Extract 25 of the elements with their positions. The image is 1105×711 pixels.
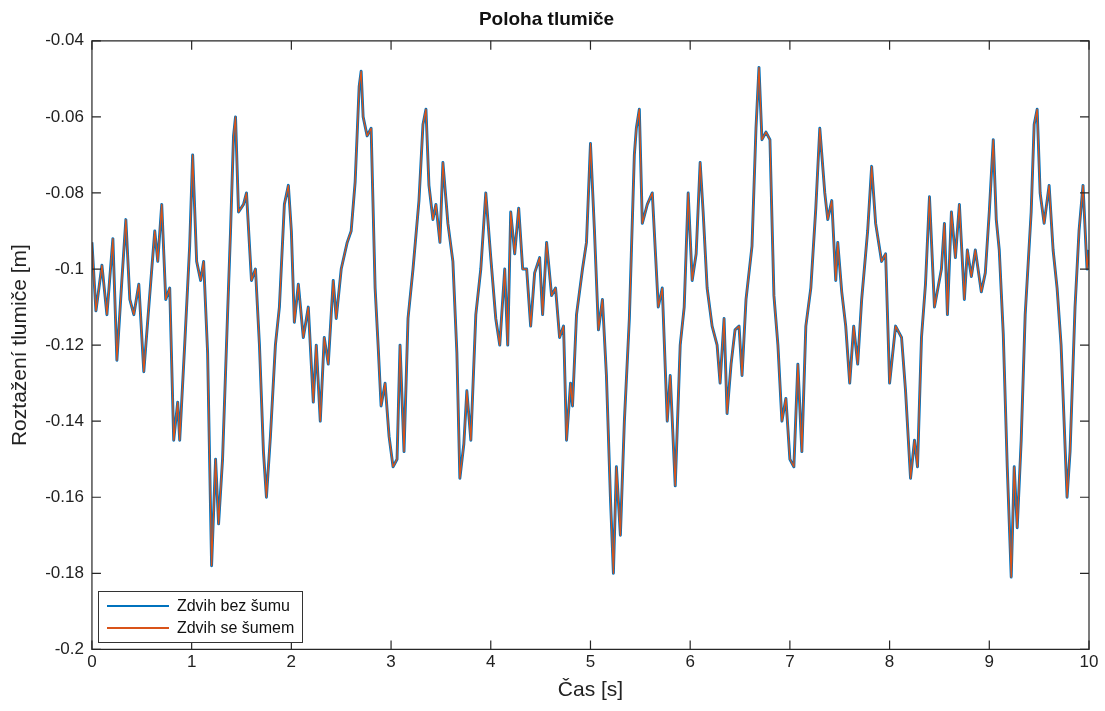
y-tick-label: -0.14 (45, 410, 84, 430)
x-tick-label: 0 (87, 652, 97, 672)
y-tick-label: -0.08 (45, 182, 84, 202)
x-tick-label: 5 (585, 652, 596, 672)
x-tick-label: 1 (186, 652, 197, 672)
y-tick-label: -0.1 (54, 258, 84, 278)
chart-title: Poloha tlumiče (478, 7, 615, 29)
y-tick-label: -0.18 (45, 563, 84, 583)
x-tick-label: 8 (884, 652, 895, 672)
x-tick-label: 7 (785, 652, 795, 672)
x-tick-label: 4 (486, 652, 496, 672)
y-tick-label: -0.06 (45, 106, 84, 126)
y-axis-title: Roztažení tlumiče [m] (7, 244, 31, 447)
x-tick-label: 9 (984, 652, 995, 672)
x-axis-title: Čas [s] (557, 677, 624, 701)
legend-label: Zdvih bez šumu (176, 597, 290, 616)
y-tick-label: -0.2 (54, 639, 84, 659)
y-tick-label: -0.16 (45, 486, 84, 506)
y-tick-label: -0.12 (45, 334, 84, 354)
x-tick-label: 6 (685, 652, 695, 672)
x-tick-label: 10 (1079, 652, 1099, 672)
x-tick-label: 3 (386, 652, 396, 672)
legend-label: Zdvih se šumem (176, 619, 295, 638)
y-tick-label: -0.04 (45, 30, 84, 50)
x-tick-label: 2 (286, 652, 297, 672)
